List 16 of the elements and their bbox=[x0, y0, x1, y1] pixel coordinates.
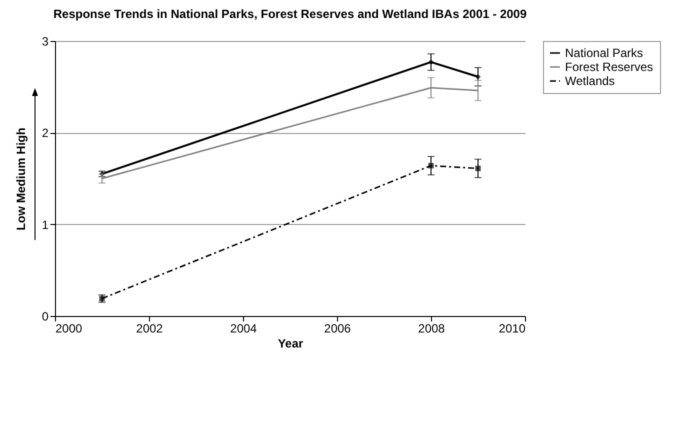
y-axis-title: Low Medium High bbox=[14, 128, 28, 230]
legend-label: Wetlands bbox=[565, 74, 615, 88]
chart-title: Response Trends in National Parks, Forest Reserves and Wetland IBAs 2001 - 2009 bbox=[53, 7, 527, 21]
legend-label: National Parks bbox=[565, 46, 644, 60]
y-tick-label: 2 bbox=[42, 126, 49, 140]
y-tick-label: 1 bbox=[42, 218, 49, 232]
x-tick-label: 2008 bbox=[418, 322, 446, 336]
y-tick-label: 0 bbox=[42, 310, 49, 324]
legend-label: Forest Reserves bbox=[565, 60, 654, 74]
x-axis-title: Year bbox=[278, 336, 304, 350]
x-tick-label: 2006 bbox=[324, 322, 352, 336]
x-tick-label: 2010 bbox=[498, 322, 526, 336]
x-tick-label: 2002 bbox=[136, 322, 164, 336]
x-tick-label: 2004 bbox=[230, 322, 258, 336]
x-tick-label: 2000 bbox=[56, 322, 83, 336]
y-tick-label: 3 bbox=[42, 34, 49, 48]
